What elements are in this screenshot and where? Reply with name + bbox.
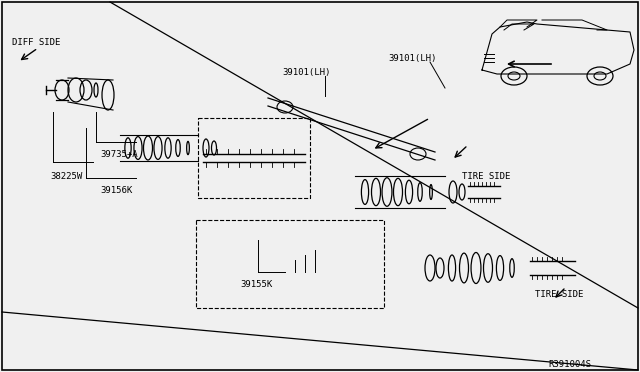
Bar: [198, 118, 310, 198]
Text: DIFF SIDE: DIFF SIDE: [12, 38, 60, 47]
Text: 38225W: 38225W: [50, 172, 83, 181]
Text: 39101(LH): 39101(LH): [388, 54, 436, 63]
Text: 39155K: 39155K: [240, 280, 272, 289]
Text: 39101(LH): 39101(LH): [282, 68, 330, 77]
Text: R391004S: R391004S: [548, 360, 591, 369]
Bar: [196, 220, 384, 308]
Text: TIRE SIDE: TIRE SIDE: [462, 172, 510, 181]
Text: TIRE SIDE: TIRE SIDE: [535, 290, 584, 299]
Text: 39735+A: 39735+A: [100, 150, 138, 159]
Text: 39156K: 39156K: [100, 186, 132, 195]
